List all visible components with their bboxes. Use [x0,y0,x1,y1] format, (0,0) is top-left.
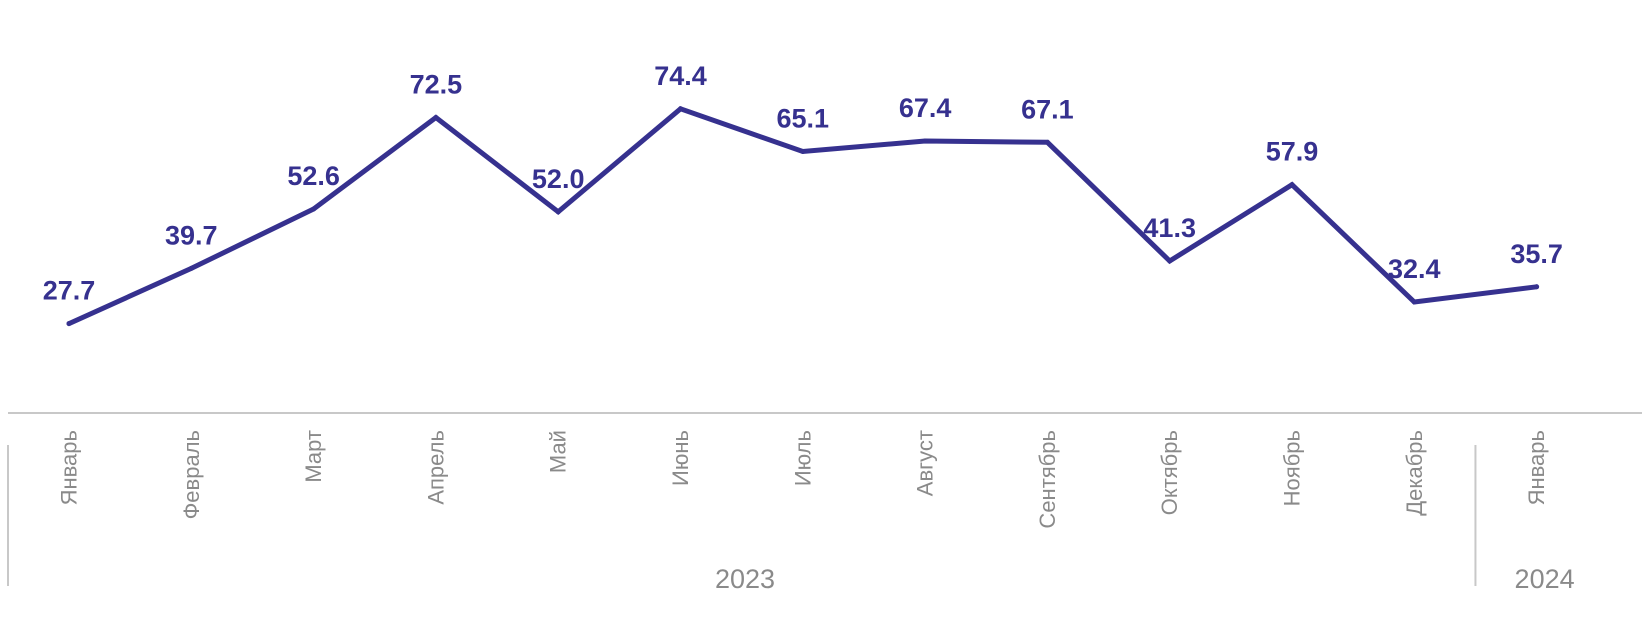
data-point [188,265,194,271]
line-layer [66,105,1540,327]
data-label-layer: 27.7 39.7 52.6 72.5 52.0 74.4 65.1 67.4 67.1 41.3… [43,61,1563,306]
data-label: 67.4 [899,93,952,123]
data-label: 52.6 [287,161,340,191]
tick-label: Декабрь [1402,430,1427,516]
data-point [800,149,806,155]
axis-layer [7,412,1642,586]
data-point [311,206,317,212]
tick-label: Ноябрь [1280,430,1305,506]
tick-label: Март [301,430,326,483]
tick-label: Май [546,430,571,473]
data-label: 35.7 [1510,239,1563,269]
tick-label: Сентябрь [1035,430,1060,529]
tick-label: Январь [1524,430,1549,505]
data-label: 72.5 [410,70,463,100]
tick-label-layer: Январь Февраль Март Апрель Май Июнь Июль Август… [57,430,1550,529]
data-point [66,321,72,327]
data-label: 41.3 [1143,213,1196,243]
data-label: 39.7 [165,220,218,250]
data-point [1167,258,1173,264]
tick-label: Февраль [179,430,204,519]
data-point [555,209,561,215]
data-label: 65.1 [777,104,830,134]
data-label: 74.4 [654,61,707,91]
tick-label: Январь [57,430,82,505]
year-group-label: 2023 [715,564,775,594]
group-label-layer: 2023 2024 [715,564,1575,594]
data-label: 67.1 [1021,94,1074,124]
year-group-label: 2024 [1515,564,1575,594]
data-label: 32.4 [1388,254,1441,284]
data-point [1289,182,1295,188]
data-label: 27.7 [43,276,96,306]
tick-label: Июнь [668,430,693,486]
data-point [433,115,439,120]
data-label: 57.9 [1266,137,1319,167]
data-point [1044,139,1050,145]
data-point [922,138,928,144]
tick-label: Июль [790,430,815,486]
tick-label: Апрель [423,430,448,505]
data-label: 52.0 [532,164,585,194]
data-point [678,106,683,112]
data-point [1411,299,1417,305]
tick-label: Октябрь [1157,430,1182,515]
tick-label: Август [913,430,938,496]
data-point [1534,284,1540,290]
